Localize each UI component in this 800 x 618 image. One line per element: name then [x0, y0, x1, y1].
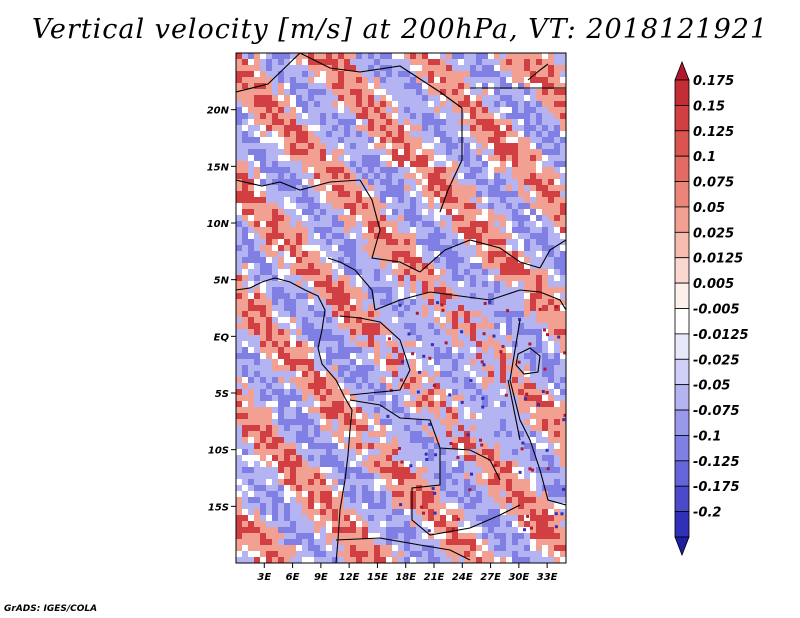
lon-tick-label: 6E: [286, 572, 300, 583]
border-congo-drc: [339, 315, 411, 396]
lon-tick-label: 18E: [395, 572, 416, 583]
colorbar-label: 0.1: [693, 150, 716, 165]
border-kenya: [539, 291, 566, 311]
colorbar-swatch: [674, 409, 690, 436]
colorbar-label: -0.005: [693, 303, 740, 318]
border-libya-chad: [299, 53, 463, 109]
colorbar-label: -0.125: [693, 455, 740, 470]
lat-tick-label: 5S: [215, 389, 229, 400]
colorbar-swatch: [674, 231, 690, 259]
colorbar-label: 0.15: [693, 99, 725, 114]
colorbar-swatch: [674, 358, 690, 386]
colorbar-swatch: [674, 460, 690, 487]
lon-tick-label: 24E: [452, 572, 473, 583]
lon-tick-label: 33E: [537, 572, 558, 583]
lon-tick-label: 30E: [508, 572, 529, 583]
border-niger-south: [236, 179, 361, 191]
colorbar-swatch: [674, 130, 690, 157]
colorbar: 0.175 0.15 0.125 0.1 0.075 0.05 0.025 0.0125 0.0…: [674, 60, 749, 557]
border-egypt-sudan: [439, 108, 463, 213]
lon-tick-label: 3E: [257, 572, 271, 583]
colorbar-swatch: [674, 384, 690, 411]
lon-tick-label: 15E: [367, 572, 388, 583]
colorbar-label: -0.2: [693, 506, 721, 521]
lake-tanganyika: [507, 379, 521, 441]
velocity-field: [236, 53, 566, 563]
border-chad-south: [359, 179, 421, 273]
colorbar-label: 0.0125: [693, 252, 743, 267]
colorbar-label: -0.0125: [693, 328, 749, 343]
colorbar-max-arrow: [674, 60, 690, 81]
lon-tick-label: 21E: [424, 572, 445, 583]
border-ethiopia: [539, 239, 566, 269]
colorbar-label: 0.05: [693, 201, 725, 216]
border-car-drc: [374, 289, 541, 311]
colorbar-label: -0.175: [693, 480, 740, 495]
lat-tick-label: EQ: [214, 332, 230, 343]
colorbar-swatch: [674, 333, 690, 360]
colorbar-swatch: [674, 181, 690, 208]
border-sudan-south: [419, 239, 541, 273]
lat-axis: 20N 15N 10N 5N EQ 5S 10S 15S: [207, 106, 236, 513]
lake-victoria: [515, 347, 541, 375]
colorbar-swatch: [674, 511, 690, 538]
colorbar-swatch: [674, 485, 690, 513]
lat-tick-label: 20N: [207, 106, 230, 117]
country-borders: [236, 53, 566, 563]
colorbar-label: -0.05: [693, 379, 730, 394]
colorbar-swatch: [674, 206, 690, 233]
lat-tick-label: 15N: [207, 162, 230, 173]
colorbar-swatch: [674, 435, 690, 462]
grads-credit: GrADS: IGES/COLA: [4, 604, 98, 614]
border-nigeria-cameroon: [327, 257, 376, 311]
nile-coast-ne: [527, 63, 549, 81]
colorbar-swatch: [674, 155, 690, 182]
colorbar-label: 0.025: [693, 226, 734, 241]
border-angola-zambia: [411, 448, 521, 536]
colorbar-min-arrow: [674, 536, 690, 557]
colorbar-label: 0.125: [693, 125, 734, 140]
lon-tick-label: 9E: [314, 572, 328, 583]
map-area: [236, 53, 566, 563]
colorbar-label: 0.005: [693, 277, 734, 292]
colorbar-label: 0.175: [693, 74, 734, 89]
lon-axis: 3E 6E 9E 12E 15E 18E 21E 24E 27E 30E 33E: [257, 563, 558, 583]
colorbar-swatch: [674, 79, 690, 106]
colorbar-label: -0.025: [693, 353, 740, 368]
lat-tick-label: 10N: [207, 219, 230, 230]
colorbar-label: 0.075: [693, 176, 734, 191]
colorbar-swatch: [674, 257, 690, 284]
chart-title: Vertical velocity [m/s] at 200hPa, VT: 2…: [31, 14, 769, 45]
border-namibia: [335, 537, 471, 561]
border-tanzania: [529, 439, 566, 506]
colorbar-label: -0.075: [693, 404, 740, 419]
border-drc-east: [509, 319, 531, 441]
map-frame: [235, 52, 567, 564]
border-angola-drc: [349, 399, 501, 481]
lon-tick-label: 12E: [339, 572, 360, 583]
lat-tick-label: 10S: [208, 446, 229, 457]
lon-tick-label: 27E: [480, 572, 501, 583]
colorbar-label: -0.1: [693, 429, 721, 444]
border-algeria-niger: [236, 53, 301, 93]
colorbar-swatch: [674, 104, 690, 132]
lat-tick-label: 5N: [214, 276, 230, 287]
coastline-west-africa: [236, 277, 353, 563]
colorbar-swatch: [674, 282, 690, 309]
lat-tick-label: 15S: [208, 502, 229, 513]
colorbar-swatch: [674, 308, 690, 335]
